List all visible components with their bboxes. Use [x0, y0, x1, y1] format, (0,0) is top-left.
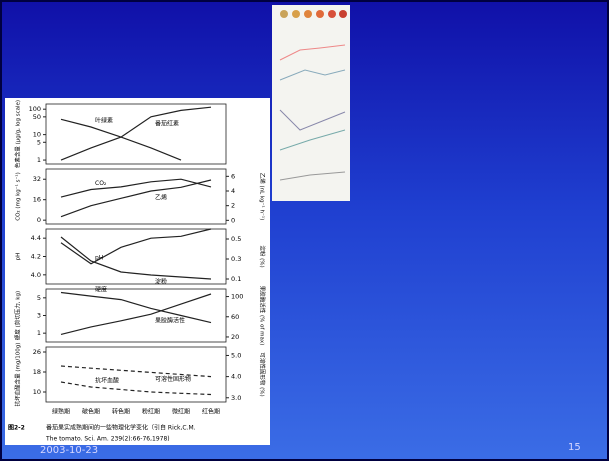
- slide: 图2-2 番茄果实成熟期间的一些物理化学变化（引自 Rick,C.M. The …: [0, 0, 609, 461]
- y-tick-label: 4.4: [31, 234, 41, 242]
- series-label: 果胶酶活性: [155, 317, 185, 325]
- y-tick-label: 16: [33, 196, 41, 204]
- thumbnail: [272, 5, 350, 201]
- y-tick-label: 10: [33, 131, 41, 139]
- y2-tick-label: 60: [231, 313, 239, 321]
- y-tick-label: 26: [33, 348, 41, 356]
- x-tick-label: 微红期: [172, 408, 190, 416]
- y2-tick-label: 6: [231, 172, 235, 180]
- x-tick-label: 破色期: [82, 408, 100, 416]
- y-axis-label: CO₂ (mg kg⁻¹ s⁻¹): [15, 172, 22, 221]
- y2-tick-label: 0.5: [231, 235, 241, 243]
- y2-tick-label: 0.3: [231, 255, 241, 263]
- y2-tick-label: 0.1: [231, 275, 241, 283]
- series-label: 抗坏血酸: [95, 377, 119, 385]
- figure-source: The tomato. Sci. Am. 239(2):66-76,1978): [45, 436, 170, 443]
- y-tick-label: 3: [37, 312, 41, 320]
- x-tick-label: 转色期: [112, 408, 130, 416]
- figure-number: 图2-2: [8, 424, 25, 432]
- y2-tick-label: 4: [231, 187, 235, 195]
- slide-canvas: 图2-2 番茄果实成熟期间的一些物理化学变化（引自 Rick,C.M. The …: [0, 0, 609, 461]
- y-axis-label: 硬度 (剪切压力, kg): [14, 291, 22, 340]
- x-tick-label: 绿熟期: [52, 408, 70, 416]
- y2-axis-label: 果胶酶活性 (% of max): [259, 286, 267, 346]
- y2-tick-label: 100: [231, 293, 243, 301]
- y-axis-label: 色素含量 (μg/g, log scale): [14, 100, 22, 168]
- y-tick-label: 50: [33, 113, 41, 121]
- y2-tick-label: 3.0: [231, 394, 241, 402]
- y2-tick-label: 20: [231, 333, 239, 341]
- y-tick-label: 5: [37, 294, 41, 302]
- y-tick-label: 4.0: [31, 271, 41, 279]
- y-tick-label: 0: [37, 216, 41, 224]
- figure-caption: 番茄果实成熟期间的一些物理化学变化（引自 Rick,C.M.: [46, 424, 196, 432]
- slide-page: 15: [568, 442, 581, 453]
- y-tick-label: 1: [37, 329, 41, 337]
- series-label: 叶绿素: [95, 116, 113, 124]
- y2-tick-label: 4.0: [231, 373, 241, 381]
- y-tick-label: 100: [29, 105, 41, 113]
- series-label: 硬度: [95, 286, 107, 294]
- series-label: 乙烯: [155, 194, 167, 202]
- y-tick-label: 4.2: [31, 253, 41, 261]
- y-tick-label: 32: [33, 175, 41, 183]
- series-label: 番茄红素: [155, 119, 179, 127]
- y2-axis-label: 淀粉 (%): [259, 245, 267, 267]
- y-tick-label: 5: [37, 138, 41, 146]
- x-tick-label: 红色期: [202, 408, 220, 416]
- y2-tick-label: 0: [231, 216, 235, 224]
- series-label: 可溶性固形物: [155, 375, 191, 383]
- y-tick-label: 10: [33, 388, 41, 396]
- series-label: CO₂: [95, 180, 107, 187]
- y-axis-label: pH: [16, 253, 22, 261]
- y2-axis-label: 可溶性固形物 (%): [259, 352, 267, 396]
- y2-axis-label: 乙烯 (nL kg⁻¹ h⁻¹): [259, 173, 267, 220]
- y-tick-label: 1: [37, 156, 41, 164]
- y2-tick-label: 2: [231, 202, 235, 210]
- x-tick-label: 粉红期: [142, 408, 160, 416]
- y2-tick-label: 5.0: [231, 351, 241, 359]
- slide-date: 2003-10-23: [40, 445, 98, 456]
- series-label: 淀粉: [155, 278, 167, 286]
- y-axis-label: 抗坏血酸含量 (mg/100g): [14, 343, 22, 407]
- series-label: pH: [95, 254, 103, 261]
- y-tick-label: 18: [33, 368, 41, 376]
